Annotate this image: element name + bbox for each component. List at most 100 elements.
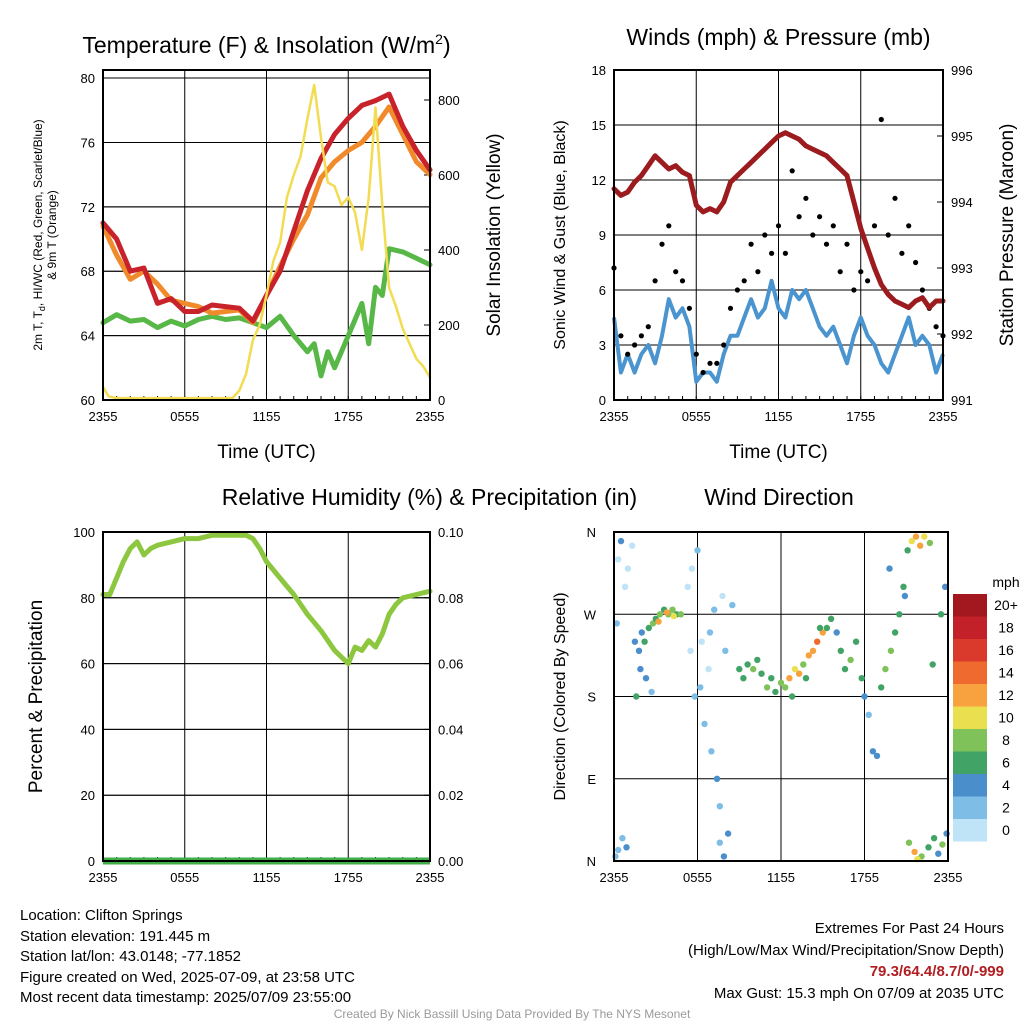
direction-point bbox=[649, 620, 657, 627]
x-tick-label: 2355 bbox=[89, 870, 118, 885]
direction-point bbox=[694, 547, 701, 554]
legend-label: 16 bbox=[998, 642, 1014, 658]
legend-swatch bbox=[953, 616, 987, 639]
legend-swatch bbox=[953, 774, 987, 797]
x-axis-label: Time (UTC) bbox=[729, 442, 828, 463]
y-tick-label: 60 bbox=[81, 657, 95, 672]
direction-point bbox=[615, 846, 622, 854]
gust-point bbox=[755, 269, 761, 275]
direction-point bbox=[926, 539, 934, 547]
direction-point bbox=[669, 606, 676, 613]
direction-point bbox=[782, 684, 789, 691]
y-axis-label-part: d bbox=[37, 306, 47, 311]
y-tick-label: 9 bbox=[599, 228, 606, 243]
direction-point bbox=[865, 711, 872, 718]
direction-point bbox=[901, 592, 909, 600]
legend-label: 2 bbox=[1002, 800, 1010, 816]
station-info: Location: Clifton Springs Station elevat… bbox=[20, 906, 355, 1009]
gust-point bbox=[933, 324, 939, 330]
gust-point bbox=[762, 232, 768, 238]
direction-point bbox=[911, 848, 918, 856]
x-axis-label: Time (UTC) bbox=[217, 442, 316, 463]
gust-point bbox=[796, 214, 802, 220]
legend-swatch bbox=[953, 684, 987, 707]
direction-point bbox=[687, 647, 694, 654]
x-tick-label: 1155 bbox=[253, 870, 281, 885]
gust-point bbox=[878, 116, 884, 123]
x-tick-label: 1755 bbox=[334, 409, 363, 424]
legend-label: 12 bbox=[998, 687, 1014, 703]
direction-point bbox=[656, 611, 664, 618]
direction-point bbox=[645, 624, 652, 632]
direction-point bbox=[921, 533, 928, 540]
direction-point bbox=[887, 647, 895, 654]
legend-swatch bbox=[953, 639, 987, 662]
gust-point bbox=[645, 324, 651, 330]
legend-label: 10 bbox=[998, 710, 1014, 726]
direction-point bbox=[777, 679, 785, 686]
direction-point bbox=[740, 675, 747, 682]
direction-point bbox=[705, 665, 712, 673]
legend-swatch bbox=[953, 594, 987, 617]
direction-point bbox=[763, 684, 771, 691]
direction-point bbox=[637, 665, 644, 673]
gust-point bbox=[817, 214, 823, 220]
max-gust-text: Max Gust: 15.3 mph On 07/09 at 2035 UTC bbox=[713, 984, 1004, 1002]
y2-tick-label: 0.02 bbox=[438, 788, 463, 803]
direction-point bbox=[677, 611, 684, 618]
gust-point bbox=[638, 333, 645, 339]
gust-point bbox=[707, 360, 713, 366]
direction-point bbox=[904, 547, 911, 554]
y-tick-label: N bbox=[587, 525, 596, 540]
legend-label: 20+ bbox=[994, 597, 1018, 613]
direction-point bbox=[925, 844, 932, 851]
direction-point bbox=[615, 556, 622, 563]
direction-point bbox=[917, 542, 924, 549]
gust-point bbox=[686, 305, 693, 311]
y2-tick-label: 0.08 bbox=[438, 591, 463, 606]
x-tick-label: 0555 bbox=[170, 870, 199, 885]
gust-point bbox=[700, 369, 706, 376]
x-tick-label: 0555 bbox=[683, 870, 712, 885]
y2-tick-label: 996 bbox=[951, 63, 973, 78]
direction-point bbox=[930, 835, 938, 842]
y2-tick-label: 0 bbox=[438, 393, 445, 408]
direction-point bbox=[701, 720, 708, 728]
direction-point bbox=[724, 830, 732, 837]
x-tick-label: 2355 bbox=[600, 870, 629, 885]
direction-point bbox=[833, 629, 840, 636]
legend-swatch bbox=[953, 729, 987, 752]
direction-point bbox=[713, 775, 721, 782]
gust-point bbox=[906, 223, 912, 229]
plot-frame bbox=[102, 69, 431, 401]
direction-point bbox=[706, 629, 714, 636]
direction-point bbox=[912, 533, 920, 540]
direction-point bbox=[621, 583, 629, 590]
y-axis-label-part: , HI/WC (Red, Green, Scarlet/Blue) bbox=[31, 119, 45, 306]
plot-frame bbox=[613, 69, 944, 401]
direction-point bbox=[786, 675, 793, 682]
direction-point bbox=[935, 850, 942, 857]
direction-point bbox=[617, 537, 625, 545]
gust-point bbox=[885, 232, 891, 238]
gust-point bbox=[844, 241, 850, 247]
x-tick-label: 1755 bbox=[334, 870, 363, 885]
extremes-values: 79.3/64.4/8.7/0/-999 bbox=[869, 963, 1004, 980]
legend-title: mph bbox=[992, 574, 1019, 590]
y-tick-label: 80 bbox=[81, 591, 95, 606]
direction-point bbox=[754, 656, 761, 664]
gust-point bbox=[823, 241, 830, 247]
direction-point bbox=[736, 665, 743, 673]
direction-point bbox=[623, 844, 630, 851]
gust-point bbox=[789, 168, 795, 174]
y-tick-label: 20 bbox=[81, 788, 95, 803]
legend-swatch bbox=[953, 796, 987, 819]
direction-point bbox=[624, 565, 632, 572]
y-axis-label: Percent & Precipitation bbox=[26, 600, 47, 793]
direction-point bbox=[937, 611, 945, 618]
direction-point bbox=[744, 661, 751, 668]
series-line-3 bbox=[101, 83, 432, 400]
direction-point bbox=[635, 647, 643, 654]
y-tick-label: 12 bbox=[592, 173, 606, 188]
x-tick-label: 1155 bbox=[767, 870, 795, 885]
